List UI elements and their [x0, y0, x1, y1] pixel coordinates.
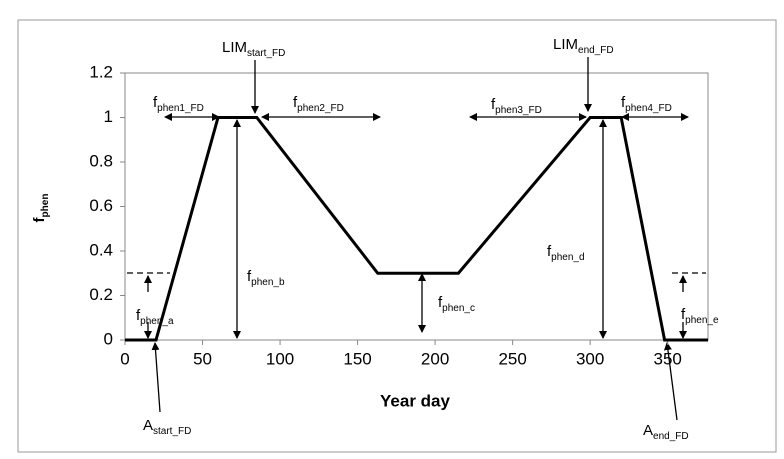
x-tick-label: 200: [421, 349, 449, 368]
label-main: A: [143, 417, 153, 434]
label-main: f: [293, 94, 298, 111]
arrow: [151, 342, 161, 413]
x-tick-label: 250: [498, 349, 526, 368]
label-sub: end_FD: [578, 45, 614, 56]
label-main: f: [491, 96, 496, 113]
label-sub: phen1_FD: [157, 103, 204, 114]
label-sub: phen_b: [251, 277, 285, 288]
label-sub: phen_a: [140, 316, 174, 327]
x-tick-label: 0: [120, 349, 129, 368]
annotation: fphen_c: [438, 294, 475, 314]
y-tick-label: 0.2: [89, 285, 113, 304]
label-sub: phen3_FD: [495, 105, 542, 116]
label-main: f: [31, 216, 48, 222]
plot-frame: [124, 72, 709, 341]
label-sub: start_FD: [247, 48, 285, 59]
annotation: fphen2_FD: [293, 94, 344, 114]
label-main: f: [136, 307, 141, 324]
annotation: LIMstart_FD: [222, 39, 285, 59]
annotation: fphen4_FD: [621, 94, 672, 114]
label-sub: phen: [40, 194, 51, 218]
annotation: fphen: [31, 194, 51, 223]
x-tick-label: 350: [653, 349, 681, 368]
label-sub: phen4_FD: [625, 103, 672, 114]
annotation: fphen_e: [681, 306, 719, 326]
annotation: LIMend_FD: [553, 36, 614, 56]
label-sub: phen2_FD: [297, 103, 344, 114]
y-tick-label: 1.2: [89, 62, 113, 81]
label-main: LIM: [553, 36, 578, 53]
label-main: f: [247, 268, 252, 285]
y-tick-label: 0.4: [89, 240, 113, 259]
label-main: f: [438, 294, 443, 311]
label-sub: phen_d: [551, 252, 584, 263]
outer-frame: [17, 19, 777, 453]
label-sub: phen_c: [442, 303, 475, 314]
y-tick-label: 1: [104, 107, 113, 126]
annotation: fphen_b: [247, 268, 285, 288]
label-main: LIM: [222, 39, 247, 56]
label-sub: start_FD: [153, 426, 191, 437]
annotation: fphen_a: [136, 307, 174, 327]
annotation: Aend_FD: [643, 422, 689, 442]
y-tick-label: 0.8: [89, 151, 113, 170]
x-tick-label: 150: [343, 349, 371, 368]
x-tick-label: 300: [576, 349, 604, 368]
x-tick-label: 100: [266, 349, 294, 368]
annotation: fphen_d: [547, 243, 585, 263]
x-tick-label: 50: [193, 349, 212, 368]
label-main: A: [643, 422, 653, 439]
x-axis-title: Year day: [380, 391, 450, 410]
label-main: f: [153, 94, 158, 111]
y-tick-label: 0.6: [89, 196, 113, 215]
label-sub: end_FD: [653, 431, 689, 442]
label-main: f: [547, 243, 552, 260]
label-main: f: [681, 306, 686, 323]
annotation: Astart_FD: [143, 417, 191, 437]
data-line: [125, 116, 708, 342]
arrow: [663, 342, 678, 421]
y-tick-label: 0: [104, 329, 113, 348]
annotation: fphen3_FD: [491, 96, 542, 116]
label-main: f: [621, 94, 626, 111]
label-sub: phen_e: [685, 315, 719, 326]
arrows: [127, 57, 706, 421]
annotation: fphen1_FD: [153, 94, 204, 114]
